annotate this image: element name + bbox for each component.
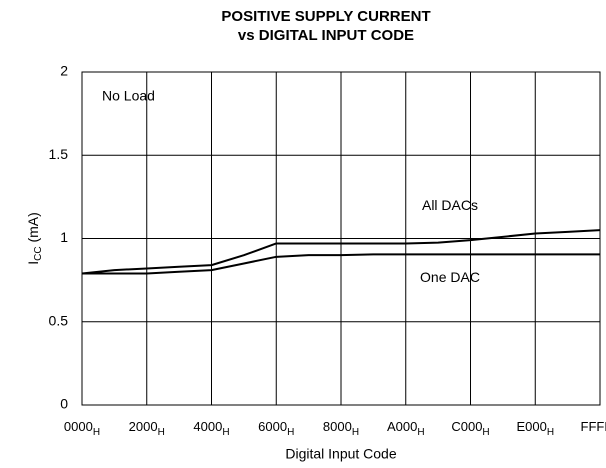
x-tick-label: 2000H <box>129 419 165 437</box>
x-tick-text: C000 <box>451 419 482 434</box>
x-tick-subscript: H <box>222 427 229 438</box>
x-tick-label: FFFFH <box>581 419 606 437</box>
x-tick-subscript: H <box>547 427 554 438</box>
x-tick-text: FFFF <box>581 419 606 434</box>
series-label: One DAC <box>420 269 480 285</box>
x-tick-subscript: H <box>482 427 489 438</box>
y-label-subscript: CC <box>33 246 44 260</box>
x-tick-label: E000H <box>516 419 554 437</box>
y-label-text: I <box>25 261 41 265</box>
x-tick-label: 6000H <box>258 419 294 437</box>
x-tick-subscript: H <box>352 427 359 438</box>
y-tick-label: 0 <box>60 396 68 412</box>
x-tick-subscript: H <box>93 427 100 438</box>
x-tick-subscript: H <box>158 427 165 438</box>
x-tick-label: 0000H <box>64 419 100 437</box>
series-line <box>82 253 600 275</box>
x-tick-text: 8000 <box>323 419 352 434</box>
y-tick-label: 2 <box>60 63 68 79</box>
x-tick-text: E000 <box>516 419 546 434</box>
x-tick-text: 0000 <box>64 419 93 434</box>
x-axis-label: Digital Input Code <box>285 446 397 462</box>
y-label-text: (mA) <box>25 212 41 246</box>
x-tick-text: 6000 <box>258 419 287 434</box>
x-tick-label: 8000H <box>323 419 359 437</box>
x-tick-subscript: H <box>287 427 294 438</box>
y-tick-label: 1 <box>60 229 68 245</box>
series-line <box>81 229 601 275</box>
y-axis-label: ICC (mA) <box>25 212 44 265</box>
y-tick-label: 1.5 <box>49 146 69 162</box>
chart-title: vs DIGITAL INPUT CODE <box>238 27 414 44</box>
x-tick-label: 4000H <box>193 419 229 437</box>
chart-title: POSITIVE SUPPLY CURRENT <box>221 8 430 25</box>
x-tick-text: A000 <box>387 419 417 434</box>
x-tick-label: A000H <box>387 419 425 437</box>
x-tick-text: 4000 <box>193 419 222 434</box>
series-label: All DACs <box>422 197 478 213</box>
x-tick-subscript: H <box>417 427 424 438</box>
annotation: No Load <box>102 88 155 104</box>
x-tick-text: 2000 <box>129 419 158 434</box>
x-tick-label: C000H <box>451 419 489 437</box>
y-tick-label: 0.5 <box>49 312 69 328</box>
